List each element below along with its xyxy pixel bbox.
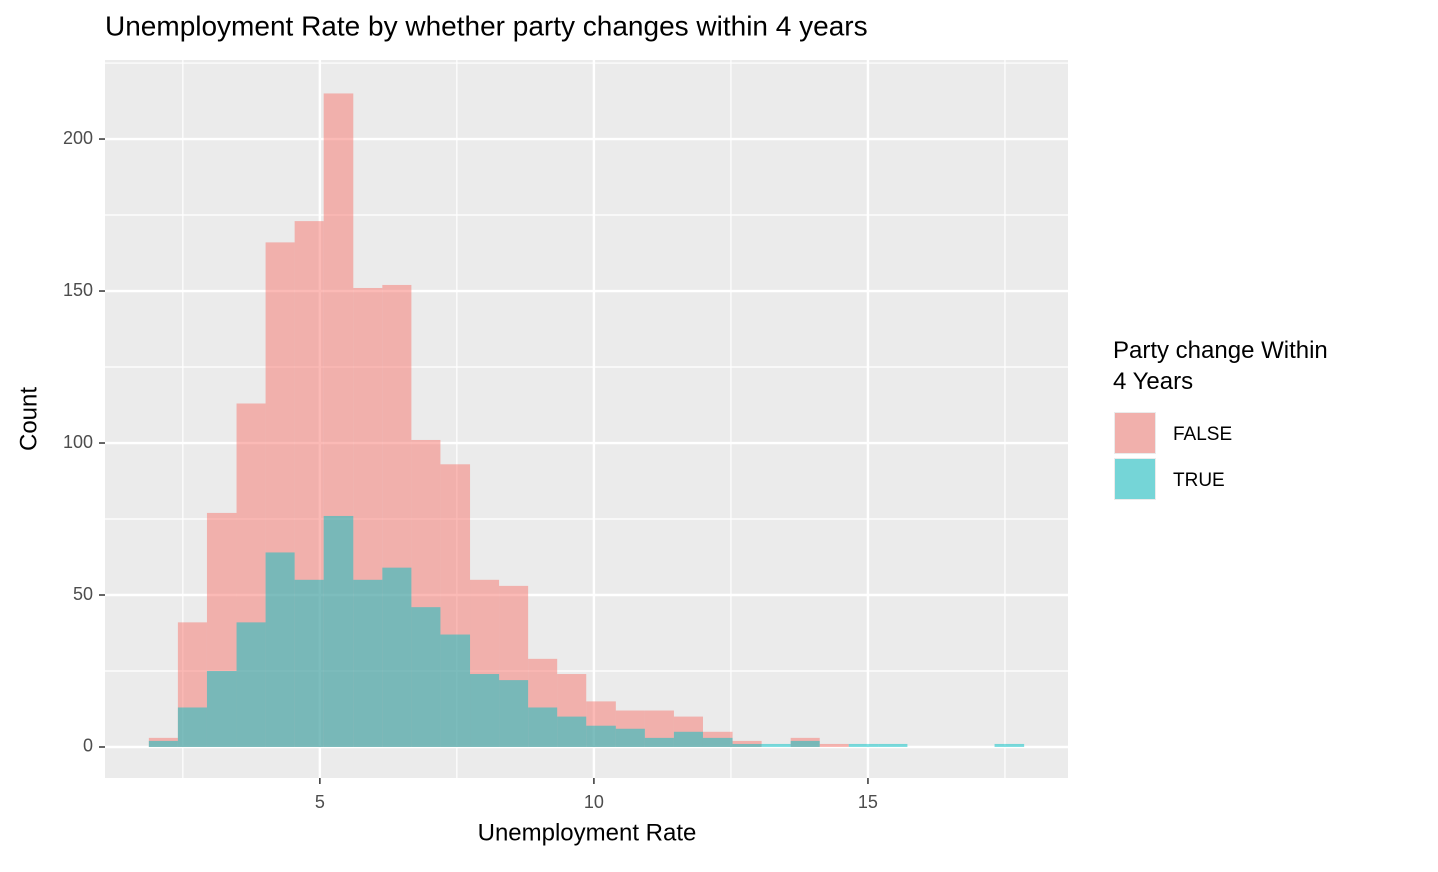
x-tick-label: 15 bbox=[858, 792, 878, 812]
histogram-bar bbox=[236, 622, 266, 747]
legend-label: FALSE bbox=[1173, 424, 1232, 445]
histogram-bar bbox=[411, 607, 441, 747]
histogram-bar bbox=[586, 725, 616, 747]
histogram-bar bbox=[819, 743, 849, 747]
histogram-bar bbox=[148, 740, 178, 747]
histogram-bar bbox=[644, 737, 674, 747]
x-axis-label: Unemployment Rate bbox=[478, 819, 697, 846]
x-tick-label: 5 bbox=[315, 792, 325, 812]
histogram-bar bbox=[732, 743, 762, 747]
histogram-bar bbox=[294, 579, 324, 747]
histogram-bar bbox=[761, 743, 791, 747]
legend-key bbox=[1115, 459, 1155, 499]
y-axis-label: Count bbox=[15, 387, 42, 451]
histogram-bar bbox=[878, 743, 908, 747]
histogram-bar bbox=[557, 716, 587, 747]
y-tick-label: 0 bbox=[83, 736, 93, 756]
histogram-bar bbox=[470, 674, 500, 747]
histogram-bar bbox=[440, 634, 471, 747]
x-tick-label: 10 bbox=[584, 792, 604, 812]
histogram-bar bbox=[206, 670, 237, 747]
histogram-bar bbox=[673, 731, 703, 747]
legend-title: Party change Within 4 Years bbox=[1113, 337, 1328, 395]
y-tick-label: 150 bbox=[63, 280, 93, 300]
histogram-bar bbox=[702, 737, 733, 747]
y-tick-label: 50 bbox=[73, 584, 93, 604]
legend-key bbox=[1115, 413, 1155, 453]
histogram-bar bbox=[323, 515, 354, 747]
chart-title: Unemployment Rate by whether party chang… bbox=[105, 10, 868, 41]
histogram-bar bbox=[353, 579, 383, 747]
histogram-bar bbox=[790, 740, 820, 747]
histogram-bar bbox=[265, 552, 295, 747]
histogram-bar bbox=[177, 707, 207, 747]
histogram-bar bbox=[848, 743, 879, 747]
legend-label: TRUE bbox=[1173, 470, 1225, 491]
histogram-bar bbox=[499, 680, 529, 747]
histogram-bar bbox=[528, 707, 558, 747]
y-tick-label: 200 bbox=[63, 128, 93, 148]
histogram-bar bbox=[382, 567, 412, 747]
y-tick-label: 100 bbox=[63, 432, 93, 452]
histogram-bar bbox=[615, 728, 645, 747]
histogram-bar bbox=[994, 743, 1025, 747]
